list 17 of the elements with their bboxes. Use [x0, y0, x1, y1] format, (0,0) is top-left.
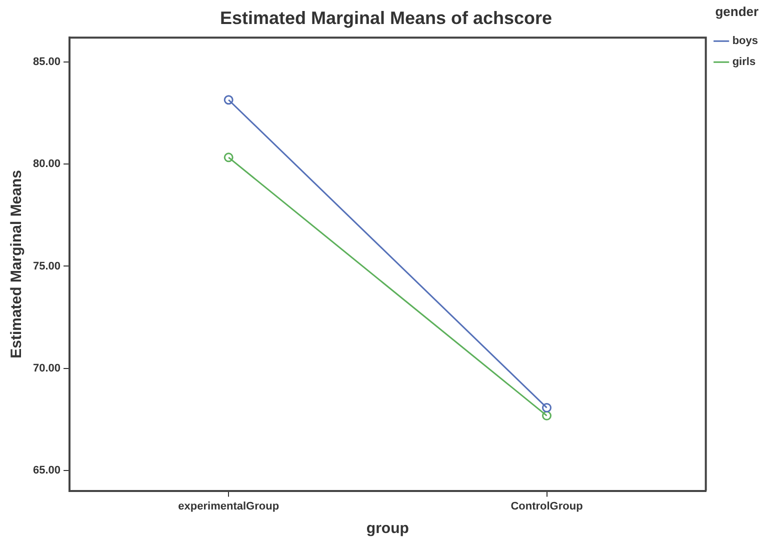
point [224, 95, 234, 105]
y-axis-title: Estimated Marginal Means [8, 170, 26, 358]
x-tick-label: ControlGroup [510, 500, 584, 512]
chart-title: Estimated Marginal Means of achscore [220, 8, 552, 28]
y-tick-label: 70.00 [32, 362, 61, 374]
y-tick-label: 65.00 [32, 464, 61, 476]
legend-title: gender [715, 4, 759, 20]
point [224, 152, 234, 162]
x-axis-title: group [366, 520, 409, 538]
x-tick-label: experimentalGroup [178, 500, 280, 512]
legend-label: boys [732, 35, 758, 48]
y-tick-label: 75.00 [32, 260, 61, 272]
point [542, 410, 552, 420]
legend-label: girls [732, 56, 756, 68]
y-tick-label: 80.00 [32, 158, 61, 170]
y-tick-label: 85.00 [32, 56, 61, 68]
point [542, 402, 552, 412]
